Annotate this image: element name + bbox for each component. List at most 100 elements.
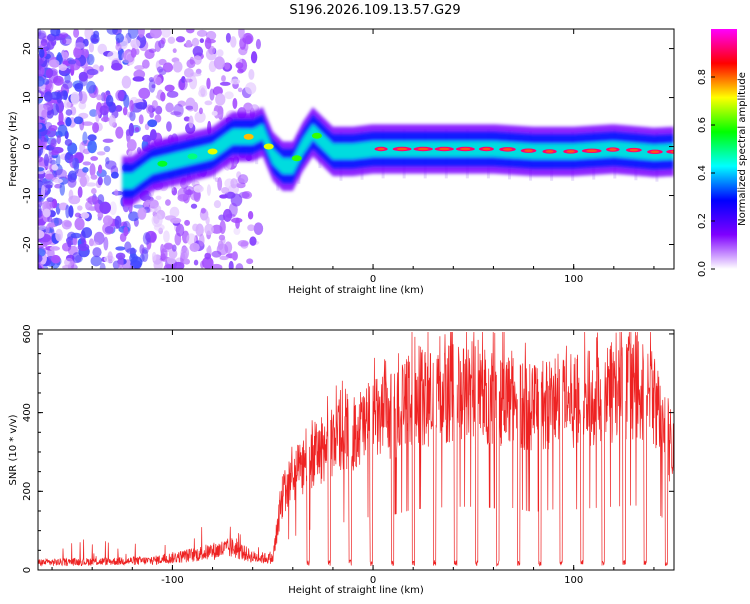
y-tick-label: -10 [22,187,33,203]
noise-blob [49,246,61,251]
ridge-peak-core [586,149,598,153]
noise-blob [38,156,43,163]
noise-blob [74,160,79,174]
noise-blob [115,246,126,251]
noise-blob [237,240,249,247]
noise-blob [245,35,253,45]
ridge-peak-core [502,148,513,151]
noise-blob [78,173,90,185]
noise-blob [65,204,70,219]
noise-blob [224,91,234,100]
noise-blob [67,261,77,269]
noise-blob [151,100,158,109]
noise-blob [217,240,224,251]
noise-blob [155,76,162,86]
noise-blob [105,160,117,170]
noise-blob [92,122,100,134]
noise-blob [206,246,212,254]
colorbar-label: Normalized spectral amplitude [737,72,748,226]
noise-blob [38,123,43,130]
noise-blob [48,125,58,131]
noise-blob [38,92,42,98]
noise-blob [50,29,61,37]
noise-blob [89,109,98,117]
noise-blob [232,98,238,110]
noise-blob [181,75,186,84]
noise-blob [201,256,214,269]
noise-blob [222,208,233,222]
noise-blob [183,186,195,196]
noise-blob [58,202,69,211]
noise-blob [247,224,256,232]
noise-blob [151,84,156,89]
ridge-peak-core [545,150,554,153]
colorbar-tick-label: 0.2 [697,213,708,229]
ridge-peak-core [609,148,617,151]
noise-blob [92,247,102,258]
noise-blob [40,66,45,75]
noise-blob [219,81,231,86]
noise-blob [165,199,171,206]
noise-blob [44,122,53,129]
spectrogram-xlabel: Height of straight line (km) [288,285,424,296]
noise-blob [126,248,137,254]
noise-blob [54,169,67,179]
noise-blob [56,29,61,37]
noise-blob [74,152,84,164]
noise-blob [38,264,42,269]
ridge-blob [263,143,274,150]
noise-blob [238,191,250,199]
noise-blob [86,68,99,76]
noise-blob [58,111,64,125]
noise-blob [49,142,56,151]
noise-blob [46,40,55,50]
x-tick-label: 0 [370,575,376,586]
noise-blob [228,202,238,217]
noise-blob [184,219,191,226]
colorbar-tick-label: 0.8 [697,69,708,85]
spectrogram-heatmap [38,29,674,269]
noise-blob [216,49,224,57]
y-tick-label: 0 [22,567,33,573]
noise-blob [103,145,111,153]
noise-blob [145,230,157,243]
spectrogram-y-ticks: 20 10 0 -10 -20 [22,42,674,253]
noise-blob [79,175,87,188]
noise-blob [103,50,114,57]
noise-blob [73,29,80,38]
spectrogram-ridge [122,107,674,206]
noise-blob [38,196,42,203]
noise-blob [53,178,63,184]
noise-blob [172,48,177,54]
noise-blob [170,111,182,116]
noise-blob [191,37,200,47]
noise-blob [161,29,171,38]
noise-blob [87,195,100,205]
noise-blob [67,170,77,183]
noise-blob [193,185,204,193]
noise-blob [158,227,163,235]
noise-blob [65,254,75,262]
noise-blob [114,189,119,197]
noise-blob [189,72,202,77]
noise-blob [41,109,48,119]
noise-blob [155,60,161,71]
spectrogram-noise [38,29,659,269]
noise-blob [153,214,160,225]
noise-blob [82,167,89,173]
noise-blob [55,154,61,167]
noise-blob [64,257,74,267]
ridge-blob [157,160,168,167]
noise-blob [185,105,194,110]
noise-blob [51,164,59,171]
spectrogram-ylabel: Frequency (Hz) [8,111,19,187]
noise-blob [192,101,199,112]
noise-blob [103,255,115,263]
noise-blob [78,90,83,102]
noise-blob [97,164,103,174]
noise-blob [248,69,255,80]
noise-blob [68,195,81,205]
noise-blob [38,48,45,59]
noise-blob [77,205,83,211]
noise-blob [89,241,100,246]
